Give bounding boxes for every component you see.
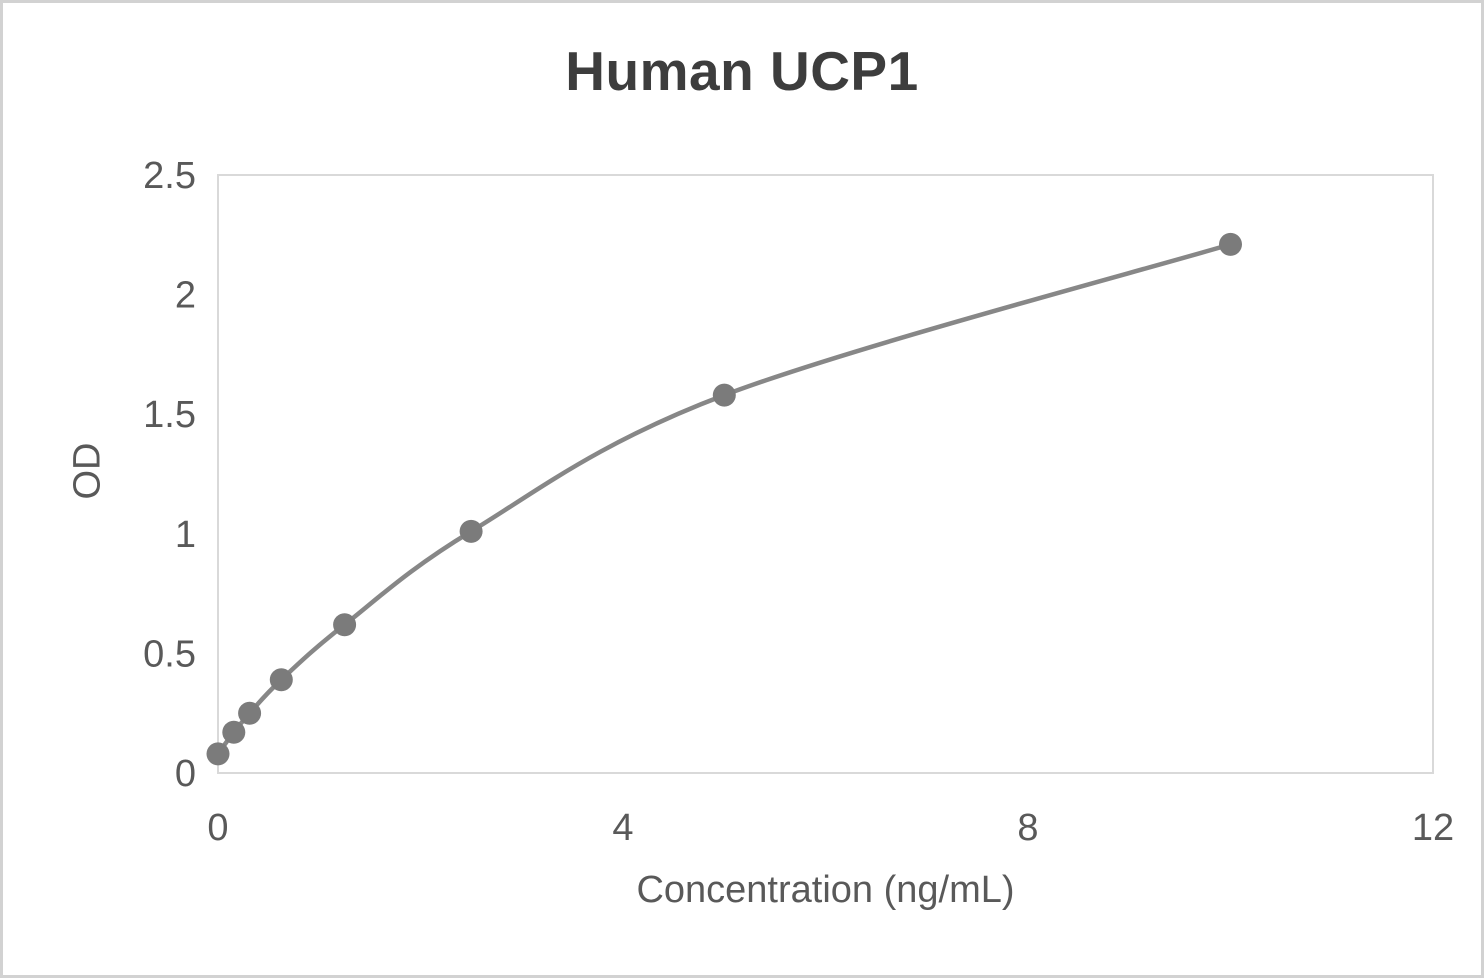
data-point	[1219, 232, 1242, 256]
y-tick-label: 1.5	[143, 394, 196, 436]
data-point	[333, 613, 357, 637]
x-tick-label: 12	[1412, 807, 1454, 849]
x-tick-label: 0	[207, 807, 228, 849]
plot-svg: 0 4 8 12 0 0.5 1 1.5 2 2.5	[143, 155, 1454, 849]
y-tick-label: 2	[175, 275, 196, 317]
y-tick-label: 0.5	[143, 633, 196, 675]
y-tick-label: 1	[175, 514, 196, 556]
y-axis-title: OD	[66, 442, 109, 500]
data-point	[238, 701, 262, 725]
y-tick-label: 2.5	[143, 155, 196, 197]
standard-curve-line	[216, 242, 1232, 756]
y-tick-label: 0	[175, 753, 196, 795]
data-point	[459, 519, 483, 543]
data-point	[206, 742, 230, 766]
data-point	[269, 668, 293, 692]
plot-border	[217, 174, 1434, 774]
data-point	[222, 720, 246, 744]
x-axis-title: Concentration (ng/mL)	[636, 869, 1015, 911]
x-tick-label: 4	[612, 807, 633, 849]
x-tick-label: 8	[1017, 807, 1038, 849]
chart-title: Human UCP1	[565, 40, 919, 102]
data-point	[712, 383, 736, 407]
